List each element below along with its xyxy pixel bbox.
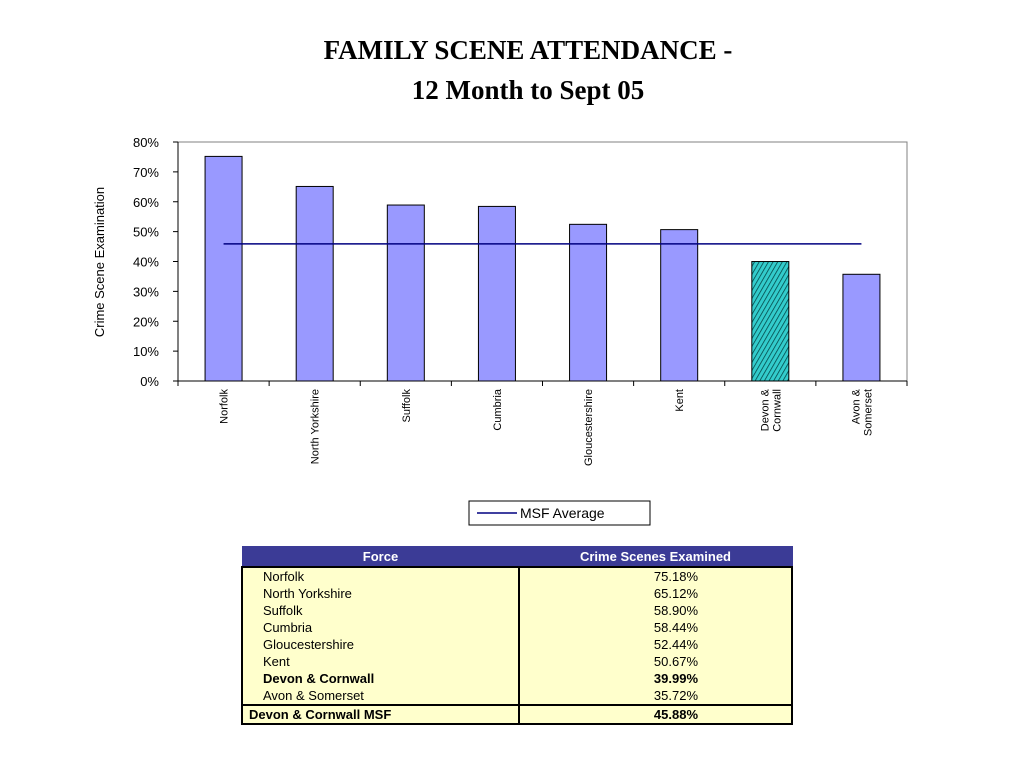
cell-value: 45.88% [518, 704, 793, 725]
cell-force: Suffolk [241, 602, 520, 619]
x-tick-label: Avon & [850, 388, 862, 424]
x-tick-label: Suffolk [401, 389, 413, 423]
y-axis-ticks: 0% 10% 20% 30% 40% 50% 60% 70% 80% [133, 135, 178, 389]
table-header-row: Force Crime Scenes Examined [241, 546, 793, 568]
table-row: North Yorkshire 65.12% [241, 585, 793, 602]
header-force: Force [241, 546, 520, 568]
x-tick-label: Kent [674, 389, 686, 412]
slide-title: FAMILY SCENE ATTENDANCE - 12 Month to Se… [0, 30, 1024, 110]
y-tick-label: 40% [133, 255, 159, 270]
bar-norfolk [204, 155, 243, 382]
x-tick-label: Gloucestershire [583, 389, 595, 466]
x-tick-label: Norfolk [219, 389, 231, 424]
bar-kent [660, 229, 699, 382]
bar-avon-somerset [842, 273, 881, 382]
cell-value: 58.90% [518, 602, 793, 619]
table-row: Devon & Cornwall 39.99% [241, 670, 793, 687]
cell-force: Gloucestershire [241, 636, 520, 653]
y-tick-label: 20% [133, 314, 159, 329]
y-tick-label: 30% [133, 284, 159, 299]
table-row: Kent 50.67% [241, 653, 793, 670]
y-tick-label: 60% [133, 195, 159, 210]
y-tick-label: 50% [133, 225, 159, 240]
cell-force: Devon & Cornwall [241, 670, 520, 687]
y-axis-label: Crime Scene Examination [92, 187, 107, 337]
cell-value: 35.72% [518, 687, 793, 705]
table-row: Suffolk 58.90% [241, 602, 793, 619]
x-tick-label: Devon & [759, 388, 771, 431]
cell-force: Kent [241, 653, 520, 670]
bar-chart: 0% 10% 20% 30% 40% 50% 60% 70% 80% Norfolk North … [92, 135, 908, 526]
cell-force: Cumbria [241, 619, 520, 636]
title-line-1: FAMILY SCENE ATTENDANCE - [323, 35, 733, 65]
plot-area [177, 141, 908, 382]
bar-gloucestershire [569, 223, 608, 382]
title-line-2: 12 Month to Sept 05 [411, 75, 645, 105]
legend-label: MSF Average [520, 505, 605, 521]
cell-value: 50.67% [518, 653, 793, 670]
x-tick-label: Somerset [862, 389, 874, 436]
data-table: Force Crime Scenes Examined Norfolk 75.18… [241, 546, 793, 725]
y-tick-label: 70% [133, 165, 159, 180]
y-tick-label: 80% [133, 135, 159, 150]
bar-suffolk [386, 204, 425, 382]
cell-force: Devon & Cornwall MSF [241, 704, 520, 725]
y-tick-label: 10% [133, 344, 159, 359]
table-row: Norfolk 75.18% [241, 566, 793, 585]
x-axis-ticks: Norfolk North Yorkshire Suffolk Cumbria Glou… [177, 381, 908, 466]
cell-value: 58.44% [518, 619, 793, 636]
bars [204, 155, 881, 382]
cell-value: 75.18% [518, 566, 793, 585]
cell-force: Avon & Somerset [241, 687, 520, 705]
cell-force: Norfolk [241, 566, 520, 585]
legend: MSF Average [468, 500, 651, 526]
table-row: Avon & Somerset 35.72% [241, 687, 793, 705]
legend-box [468, 500, 651, 526]
bar-cumbria [477, 205, 516, 382]
x-tick-label: North Yorkshire [310, 389, 322, 464]
y-tick-label: 0% [140, 374, 159, 389]
bar-north-yorkshire [295, 185, 334, 382]
x-tick-label: Cornwall [771, 389, 783, 432]
cell-value: 52.44% [518, 636, 793, 653]
table-total-row: Devon & Cornwall MSF 45.88% [241, 704, 793, 725]
x-tick-label: Cumbria [492, 388, 504, 430]
table-row: Gloucestershire 52.44% [241, 636, 793, 653]
cell-force: North Yorkshire [241, 585, 520, 602]
bar-devon-cornwall [751, 261, 790, 382]
header-crime-scenes: Crime Scenes Examined [518, 546, 793, 568]
cell-value: 65.12% [518, 585, 793, 602]
table-row: Cumbria 58.44% [241, 619, 793, 636]
cell-value: 39.99% [518, 670, 793, 687]
